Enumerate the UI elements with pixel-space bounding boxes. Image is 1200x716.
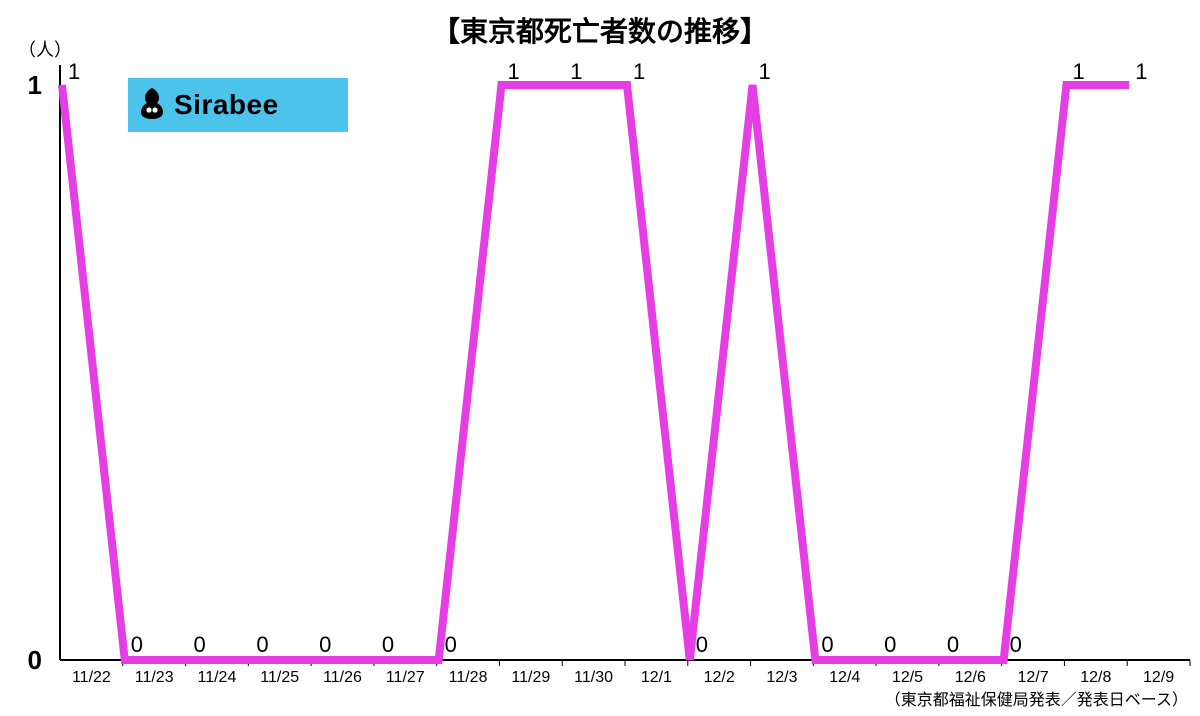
x-tick-label: 11/28	[449, 669, 488, 686]
data-point-label: 0	[947, 632, 959, 657]
x-tick-label: 12/6	[955, 669, 986, 686]
x-tick-label: 11/27	[386, 669, 425, 686]
data-point-label: 1	[507, 59, 519, 84]
data-point-label: 1	[1135, 59, 1147, 84]
data-point-label: 0	[382, 632, 394, 657]
x-tick-label: 12/8	[1080, 669, 1111, 686]
x-tick-label: 11/25	[260, 669, 299, 686]
chart-container: 【東京都死亡者数の推移】 （人） Sirabee 0111/2211/2311/…	[0, 0, 1200, 716]
data-point-label: 0	[884, 632, 896, 657]
data-point-label: 1	[759, 59, 771, 84]
data-point-label: 1	[1072, 59, 1084, 84]
data-point-label: 0	[821, 632, 833, 657]
x-tick-label: 11/23	[135, 669, 174, 686]
x-tick-label: 11/29	[511, 669, 550, 686]
x-tick-label: 11/30	[574, 669, 613, 686]
x-tick-label: 12/3	[766, 669, 797, 686]
data-point-label: 1	[570, 59, 582, 84]
data-point-label: 1	[633, 59, 645, 84]
y-tick-label: 0	[28, 645, 42, 675]
data-point-label: 0	[256, 632, 268, 657]
data-point-label: 0	[1010, 632, 1022, 657]
data-point-label: 0	[696, 632, 708, 657]
data-point-label: 0	[194, 632, 206, 657]
x-tick-label: 11/24	[198, 669, 237, 686]
data-point-label: 0	[319, 632, 331, 657]
x-tick-label: 12/9	[1143, 669, 1174, 686]
x-tick-label: 11/26	[323, 669, 362, 686]
x-tick-label: 11/22	[72, 669, 111, 686]
x-tick-label: 12/2	[704, 669, 735, 686]
y-tick-label: 1	[28, 70, 42, 100]
x-tick-label: 12/4	[829, 669, 860, 686]
data-point-label: 0	[131, 632, 143, 657]
data-point-label: 1	[68, 59, 80, 84]
source-note: （東京都福祉保健局発表／発表日ベース）	[885, 686, 1188, 710]
x-tick-label: 12/5	[892, 669, 923, 686]
line-chart: 0 1 11/22 11/23 11/24 11/25 11/26 11/27 11/28 11/…	[0, 0, 1200, 716]
x-tick-label: 12/1	[641, 669, 672, 686]
data-line	[62, 85, 1129, 660]
data-point-label: 0	[445, 632, 457, 657]
x-tick-label: 12/7	[1017, 669, 1048, 686]
